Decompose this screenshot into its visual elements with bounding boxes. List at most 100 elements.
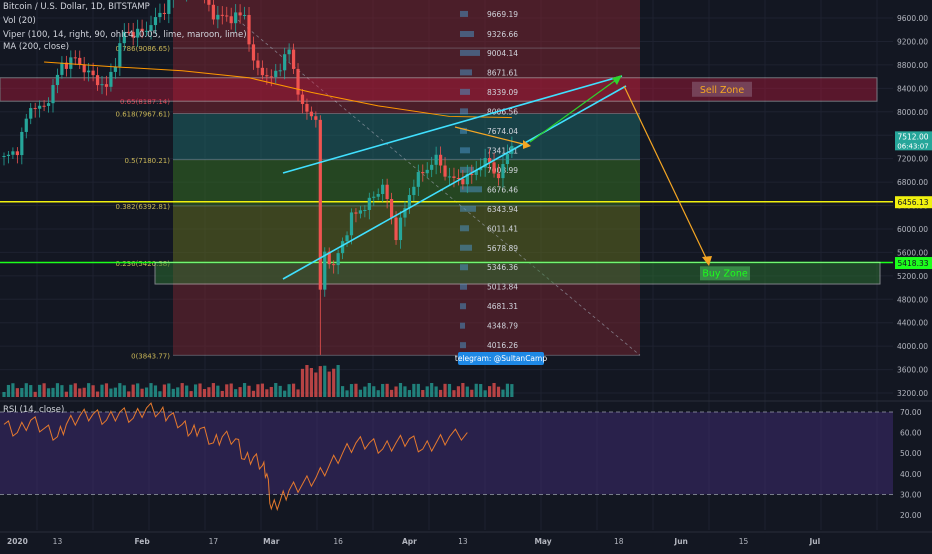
candle-body [225, 15, 229, 17]
symbol-title[interactable]: Bitcoin / U.S. Dollar, 1D, BITSTAMP [3, 2, 150, 12]
level-5418-text: 5418.33 [897, 259, 928, 268]
time-tick-label: 13 [458, 537, 468, 546]
volume-bar [127, 391, 131, 397]
candle-body [278, 70, 282, 72]
candle-body [403, 208, 407, 218]
volume-bar [46, 388, 51, 397]
volume-bar [55, 383, 60, 397]
volume-bar [381, 383, 385, 397]
volume-bar [51, 387, 55, 397]
rsi-tick-label: 70.00 [900, 408, 922, 417]
fib-level-label: 0.786(9086.65) [116, 45, 171, 53]
volume-indicator-label[interactable]: Vol (20) [3, 16, 36, 26]
volume-bar [474, 383, 478, 397]
volume-bar [496, 386, 501, 397]
volume-profile-bar [460, 49, 480, 56]
time-tick-label: 17 [209, 537, 219, 546]
candle-body [345, 235, 349, 242]
candle-body [118, 43, 122, 67]
candle-body [496, 173, 501, 179]
candle-body [332, 264, 336, 266]
candle-body [100, 84, 104, 86]
volume-profile-label: 5678.89 [487, 244, 518, 253]
volume-bar [385, 383, 389, 397]
volume-bar [234, 389, 238, 397]
volume-bar [202, 388, 207, 397]
volume-bar [403, 386, 407, 397]
fib-zone-618 [173, 113, 640, 160]
candle-body [470, 173, 474, 175]
volume-bar [24, 383, 28, 397]
candle-body [87, 70, 91, 73]
volume-profile-label: 8006.56 [487, 107, 518, 116]
candle-body [492, 162, 496, 174]
volume-bar [238, 387, 242, 397]
telegram-badge [458, 352, 544, 365]
candle-body [412, 186, 416, 196]
candle-body [314, 116, 318, 120]
volume-bar [167, 383, 171, 397]
volume-bar [358, 389, 362, 397]
candle-body [372, 196, 376, 198]
volume-profile [460, 10, 482, 349]
volume-bar [33, 391, 37, 397]
volume-profile-label: 4681.31 [487, 302, 518, 311]
candle-body [340, 241, 345, 254]
volume-bar [6, 384, 11, 397]
telegram-text: telegram: @SultanCamp [455, 354, 547, 363]
candle-body [505, 153, 510, 165]
volume-bar [269, 386, 273, 397]
volume-profile-bar [460, 10, 468, 17]
candle-body [479, 167, 483, 171]
volume-bar [300, 368, 305, 397]
candle-body [167, 0, 171, 14]
volume-bar [95, 391, 100, 397]
candle-body [6, 154, 11, 156]
candle-body [269, 76, 273, 78]
rsi-indicator-label[interactable]: RSI (14, close) [3, 405, 65, 415]
candle-body [318, 119, 322, 290]
time-tick-label: Jul [808, 537, 820, 546]
buy-zone-box [154, 261, 881, 285]
volume-bar [305, 365, 309, 397]
candle-body [287, 49, 291, 55]
orange-arrow-1-head [523, 140, 531, 149]
volume-profile-bar [460, 69, 472, 76]
volume-bar [336, 365, 340, 397]
volume-bar [443, 383, 447, 397]
volume-bar [82, 387, 86, 397]
wedge-lower-line [282, 85, 627, 280]
ma-indicator-label[interactable]: MA (200, close) [3, 42, 70, 52]
candle-body [452, 176, 456, 178]
candle-body [443, 165, 447, 177]
volume-bar [136, 383, 140, 397]
candle-body [447, 176, 452, 178]
candle-body [51, 85, 55, 104]
candle-body [38, 105, 42, 109]
price-tick-label: 4800.00 [897, 295, 928, 304]
time-tick-label: 13 [53, 537, 63, 546]
candle-body [104, 84, 109, 87]
buy-zone-label-bg [700, 266, 750, 281]
fib-level-label: 0.382(6392.81) [116, 203, 171, 211]
candle-body [24, 118, 28, 132]
volume-bar [211, 383, 215, 397]
time-tick-label: Apr [402, 537, 417, 546]
rsi-tick-label: 20.00 [900, 511, 922, 520]
last-price-text: 7512.00 [897, 132, 928, 141]
candle-body [407, 195, 412, 209]
volume-bar [260, 383, 264, 397]
last-price-badge [895, 131, 932, 151]
volume-bar [158, 391, 162, 397]
viper-indicator-label[interactable]: Viper (100, 14, right, 90, ohlc4, 0.05, … [3, 30, 247, 40]
volume-bar [363, 386, 367, 397]
candle-body [389, 199, 394, 218]
candle-body [207, 0, 211, 5]
volume-bar [220, 390, 224, 397]
volume-profile-bar [460, 108, 468, 115]
fib-zone-236 [173, 262, 640, 356]
candle-body [323, 251, 327, 290]
volume-bar [510, 384, 514, 397]
fib-level-label: 0.5(7180.21) [124, 157, 170, 165]
candle-body [367, 197, 371, 210]
